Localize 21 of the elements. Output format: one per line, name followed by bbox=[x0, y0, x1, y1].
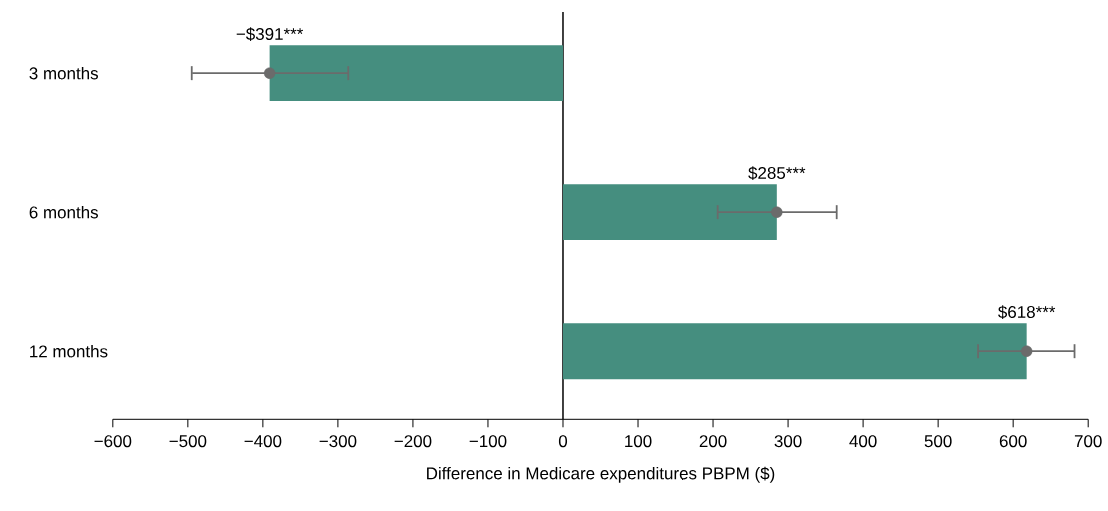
x-tick-label: −600 bbox=[94, 435, 132, 448]
x-tick-label: 200 bbox=[699, 435, 727, 448]
x-tick-label: −300 bbox=[319, 435, 357, 448]
x-tick-label: −500 bbox=[169, 435, 207, 448]
x-tick-label: −100 bbox=[469, 435, 507, 448]
x-tick-label: 700 bbox=[1074, 435, 1102, 448]
x-tick-label: −400 bbox=[244, 435, 282, 448]
x-axis-title: Difference in Medicare expenditures PBPM ($) bbox=[427, 466, 775, 483]
data-label: $618*** bbox=[998, 305, 1056, 319]
x-tick-label: 500 bbox=[924, 435, 952, 448]
x-tick-label: 100 bbox=[625, 435, 652, 448]
y-tick-label: 3 months bbox=[29, 66, 98, 80]
y-tick-label: 6 months bbox=[29, 205, 98, 219]
x-tick-label: 600 bbox=[999, 435, 1027, 448]
x-tick-label: 0 bbox=[558, 435, 568, 448]
y-tick-label: 12 months bbox=[30, 344, 108, 358]
x-tick-label: 400 bbox=[849, 435, 877, 448]
data-label: $285*** bbox=[748, 166, 806, 180]
x-tick-label: 300 bbox=[774, 435, 802, 448]
x-tick-label: −200 bbox=[394, 435, 432, 448]
data-label: −$391*** bbox=[236, 27, 304, 41]
